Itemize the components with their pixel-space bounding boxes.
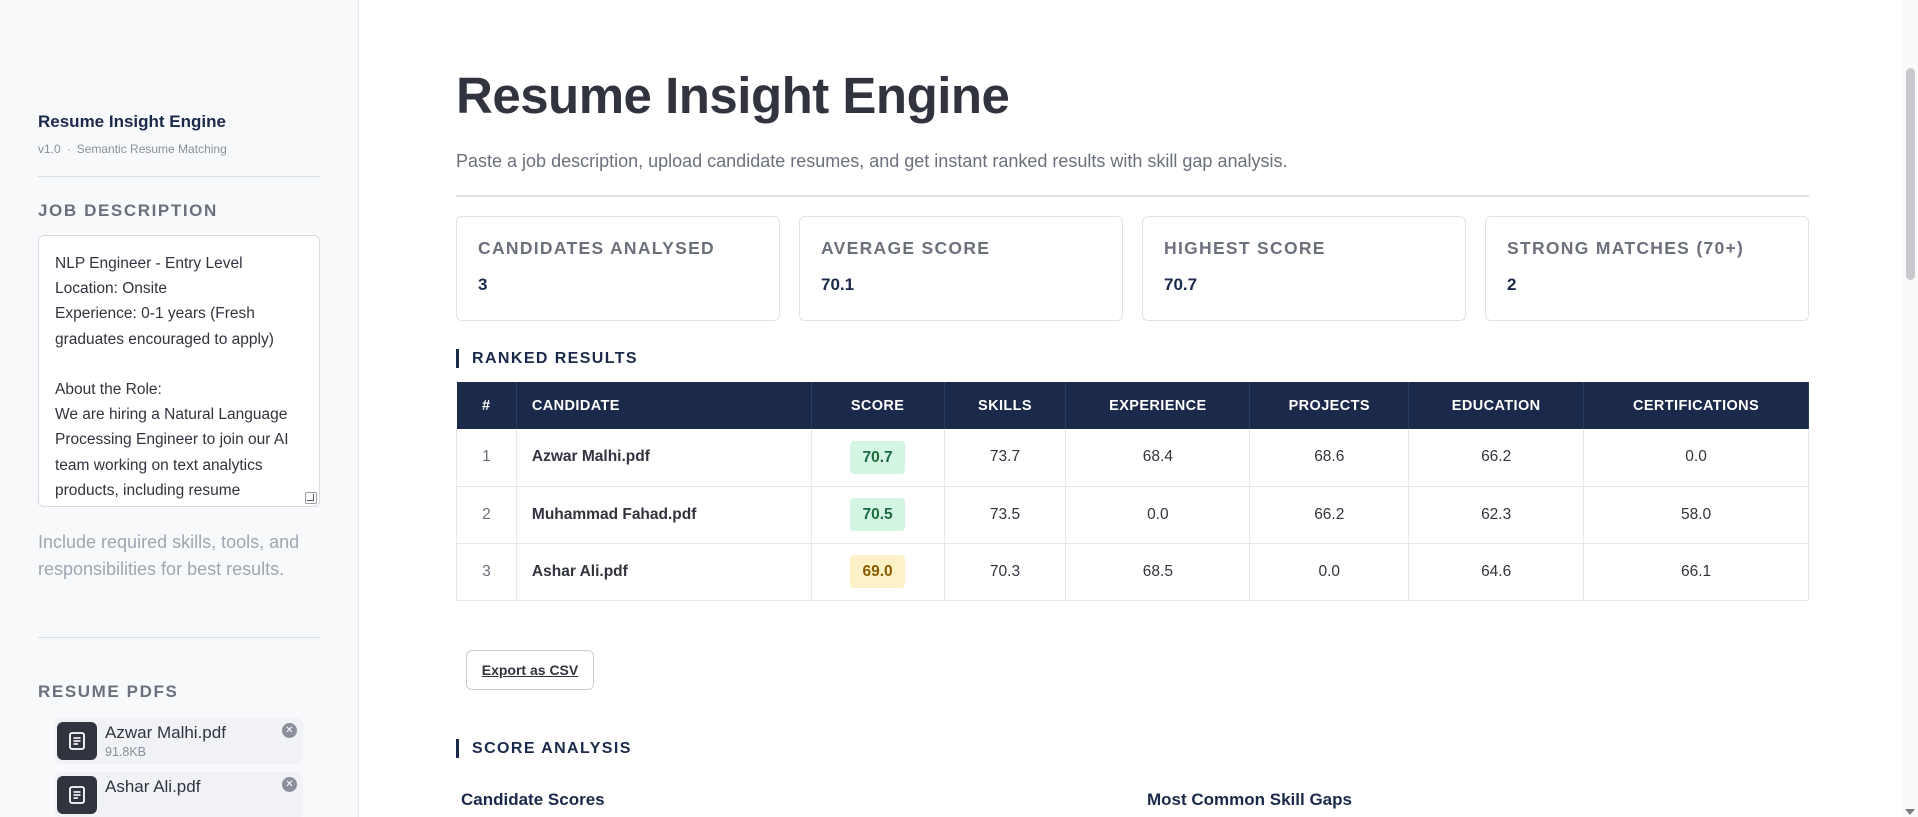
cell-rank: 1 [456, 429, 517, 487]
metric-label: STRONG MATCHES (70+) [1507, 238, 1745, 258]
uploaded-file-item: Azwar Malhi.pdf 91.8KB ✕ [55, 718, 303, 764]
resize-handle-icon[interactable] [305, 492, 317, 504]
score-badge: 70.7 [850, 440, 906, 474]
column-header-candidate[interactable]: CANDIDATE [516, 382, 812, 429]
metric-strong-matches: STRONG MATCHES (70+) 2 [1485, 216, 1809, 321]
table-header-row: # CANDIDATE SCORE SKILLS EXPERIENCE PROJ… [456, 382, 1809, 429]
cell-certifications: 66.1 [1583, 543, 1809, 601]
cell-score: 70.5 [811, 486, 945, 544]
main-divider [456, 195, 1809, 197]
page-description: Paste a job description, upload candidat… [456, 151, 1288, 171]
metric-label: HIGHEST SCORE [1164, 238, 1326, 258]
sidebar-subtitle: v1.0 · Semantic Resume Matching [38, 142, 320, 156]
cell-experience: 68.4 [1065, 429, 1251, 487]
metric-highest-score: HIGHEST SCORE 70.7 [1142, 216, 1466, 321]
metrics-row: CANDIDATES ANALYSED 3 AVERAGE SCORE 70.1… [456, 216, 1809, 321]
file-name: Azwar Malhi.pdf [105, 723, 226, 742]
cell-education: 64.6 [1408, 543, 1585, 601]
main-content: Resume Insight Engine Paste a job descri… [456, 0, 1809, 817]
table-row: 2 Muhammad Fahad.pdf 70.5 73.5 0.0 66.2 … [456, 486, 1809, 544]
close-circle-icon[interactable]: ✕ [282, 723, 297, 738]
cell-experience: 68.5 [1065, 543, 1251, 601]
table-row: 3 Ashar Ali.pdf 69.0 70.3 68.5 0.0 64.6 … [456, 543, 1809, 601]
metric-value: 70.1 [821, 275, 855, 294]
close-circle-icon[interactable]: ✕ [282, 777, 297, 792]
cell-candidate: Muhammad Fahad.pdf [516, 486, 812, 544]
cell-experience: 0.0 [1065, 486, 1251, 544]
metric-label: AVERAGE SCORE [821, 238, 991, 258]
cell-score: 69.0 [811, 543, 945, 601]
job-description-heading: JOB DESCRIPTION [38, 201, 218, 220]
document-icon [57, 776, 97, 814]
metric-value: 2 [1507, 275, 1517, 294]
sidebar-divider [38, 176, 320, 177]
sidebar: Resume Insight Engine v1.0 · Semantic Resu… [0, 0, 359, 817]
file-name: Ashar Ali.pdf [105, 777, 201, 796]
score-badge: 69.0 [850, 555, 906, 588]
metric-value: 70.7 [1164, 275, 1198, 294]
metric-candidates-analysed: CANDIDATES ANALYSED 3 [456, 216, 780, 321]
uploaded-file-item: Ashar Ali.pdf ✕ [55, 772, 303, 817]
cell-education: 62.3 [1408, 486, 1585, 544]
resume-pdfs-heading: RESUME PDFS [38, 682, 179, 701]
cell-certifications: 0.0 [1583, 429, 1809, 487]
cell-candidate: Ashar Ali.pdf [516, 543, 812, 601]
cell-skills: 70.3 [944, 543, 1067, 601]
page-title: Resume Insight Engine [456, 67, 1010, 124]
metric-value: 3 [478, 275, 488, 294]
column-header-certifications[interactable]: CERTIFICATIONS [1583, 382, 1809, 429]
page-scrollbar[interactable] [1903, 0, 1918, 817]
document-icon [57, 722, 97, 760]
candidate-scores-heading: Candidate Scores [461, 790, 605, 809]
ranked-results-table: # CANDIDATE SCORE SKILLS EXPERIENCE PROJ… [456, 382, 1809, 601]
skill-gaps-heading: Most Common Skill Gaps [1147, 790, 1352, 809]
score-badge: 70.5 [850, 498, 906, 531]
score-analysis-heading: SCORE ANALYSIS [456, 739, 632, 758]
export-csv-button[interactable]: Export as CSV [466, 650, 594, 690]
ranked-results-heading: RANKED RESULTS [456, 349, 638, 368]
cell-skills: 73.5 [944, 486, 1067, 544]
sidebar-divider [38, 637, 320, 638]
column-header-rank[interactable]: # [456, 382, 517, 429]
column-header-education[interactable]: EDUCATION [1408, 382, 1585, 429]
cell-education: 66.2 [1408, 429, 1585, 487]
metric-label: CANDIDATES ANALYSED [478, 238, 715, 258]
column-header-experience[interactable]: EXPERIENCE [1065, 382, 1251, 429]
scroll-down-arrow-icon[interactable] [1905, 809, 1915, 815]
cell-score: 70.7 [811, 429, 945, 487]
column-header-skills[interactable]: SKILLS [944, 382, 1067, 429]
cell-skills: 73.7 [944, 429, 1067, 487]
cell-rank: 3 [456, 543, 517, 601]
cell-projects: 0.0 [1249, 543, 1410, 601]
table-row: 1 Azwar Malhi.pdf 70.7 73.7 68.4 68.6 66… [456, 429, 1809, 487]
cell-certifications: 58.0 [1583, 486, 1809, 544]
column-header-projects[interactable]: PROJECTS [1249, 382, 1410, 429]
file-size: 91.8KB [105, 745, 147, 759]
job-description-help: Include required skills, tools, and resp… [38, 532, 300, 579]
cell-projects: 68.6 [1249, 429, 1410, 487]
job-description-textarea[interactable]: NLP Engineer - Entry Level Location: Ons… [38, 235, 320, 507]
sidebar-content: Resume Insight Engine v1.0 · Semantic Resu… [38, 112, 320, 817]
sidebar-app-title: Resume Insight Engine [38, 112, 226, 131]
tagline: Semantic Resume Matching [76, 142, 227, 156]
cell-candidate: Azwar Malhi.pdf [516, 429, 812, 487]
metric-average-score: AVERAGE SCORE 70.1 [799, 216, 1123, 321]
column-header-score[interactable]: SCORE [811, 382, 945, 429]
cell-projects: 66.2 [1249, 486, 1410, 544]
version-label: v1.0 [38, 142, 61, 156]
job-description-text: NLP Engineer - Entry Level Location: Ons… [55, 255, 289, 499]
scrollbar-thumb[interactable] [1906, 68, 1915, 280]
separator-dot: · [66, 142, 71, 156]
cell-rank: 2 [456, 486, 517, 544]
